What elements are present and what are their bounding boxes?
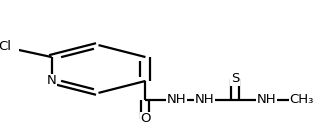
Text: S: S <box>231 72 240 85</box>
Text: CH₃: CH₃ <box>289 93 314 106</box>
Text: NH: NH <box>194 93 214 106</box>
Text: N: N <box>47 75 56 87</box>
Text: Cl: Cl <box>0 40 11 53</box>
Text: NH: NH <box>167 93 186 106</box>
Text: NH: NH <box>256 93 276 106</box>
Text: O: O <box>140 112 151 125</box>
